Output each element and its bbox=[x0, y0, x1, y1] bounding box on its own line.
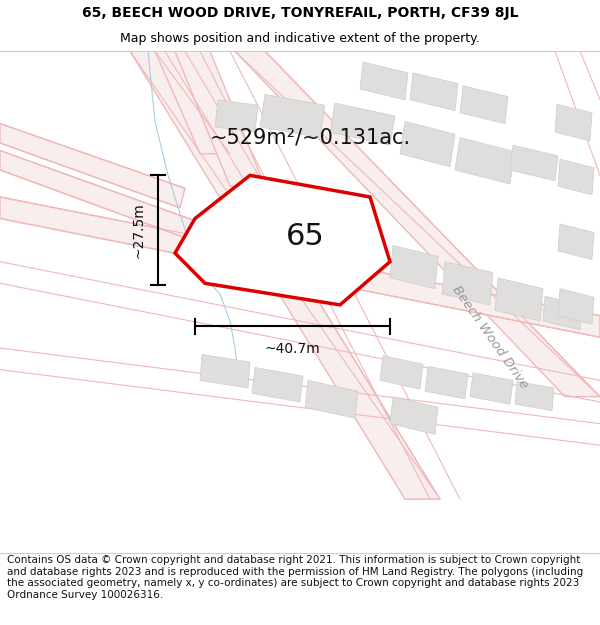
Polygon shape bbox=[555, 104, 592, 141]
Polygon shape bbox=[410, 73, 458, 111]
Polygon shape bbox=[543, 296, 582, 330]
Text: 65: 65 bbox=[286, 222, 325, 251]
Polygon shape bbox=[0, 151, 285, 272]
Polygon shape bbox=[495, 278, 543, 321]
Polygon shape bbox=[558, 289, 594, 324]
Polygon shape bbox=[390, 397, 438, 434]
Text: Beech Wood Drive: Beech Wood Drive bbox=[449, 283, 530, 391]
Polygon shape bbox=[360, 62, 408, 100]
Polygon shape bbox=[235, 51, 600, 397]
Polygon shape bbox=[380, 356, 423, 389]
Polygon shape bbox=[558, 159, 594, 195]
Polygon shape bbox=[460, 86, 508, 124]
Polygon shape bbox=[510, 145, 558, 181]
Polygon shape bbox=[330, 103, 395, 145]
Polygon shape bbox=[260, 94, 325, 138]
Polygon shape bbox=[0, 124, 185, 208]
Text: Map shows position and indicative extent of the property.: Map shows position and indicative extent… bbox=[120, 32, 480, 45]
Polygon shape bbox=[558, 224, 594, 259]
Polygon shape bbox=[175, 51, 265, 186]
Polygon shape bbox=[390, 246, 438, 289]
Polygon shape bbox=[215, 100, 258, 132]
Text: Contains OS data © Crown copyright and database right 2021. This information is : Contains OS data © Crown copyright and d… bbox=[7, 555, 583, 600]
Polygon shape bbox=[0, 197, 600, 338]
Polygon shape bbox=[130, 51, 440, 499]
Polygon shape bbox=[455, 138, 515, 184]
Polygon shape bbox=[252, 368, 303, 402]
Polygon shape bbox=[470, 373, 513, 404]
Polygon shape bbox=[175, 176, 390, 305]
Polygon shape bbox=[425, 366, 468, 399]
Text: 65, BEECH WOOD DRIVE, TONYREFAIL, PORTH, CF39 8JL: 65, BEECH WOOD DRIVE, TONYREFAIL, PORTH,… bbox=[82, 6, 518, 20]
Text: ~529m²/~0.131ac.: ~529m²/~0.131ac. bbox=[210, 127, 411, 148]
Text: ~27.5m: ~27.5m bbox=[132, 202, 146, 258]
Polygon shape bbox=[305, 381, 358, 418]
Polygon shape bbox=[515, 381, 554, 411]
Polygon shape bbox=[442, 262, 493, 305]
Polygon shape bbox=[155, 51, 230, 154]
Polygon shape bbox=[400, 121, 455, 167]
Text: ~40.7m: ~40.7m bbox=[265, 342, 320, 356]
Polygon shape bbox=[200, 354, 250, 388]
